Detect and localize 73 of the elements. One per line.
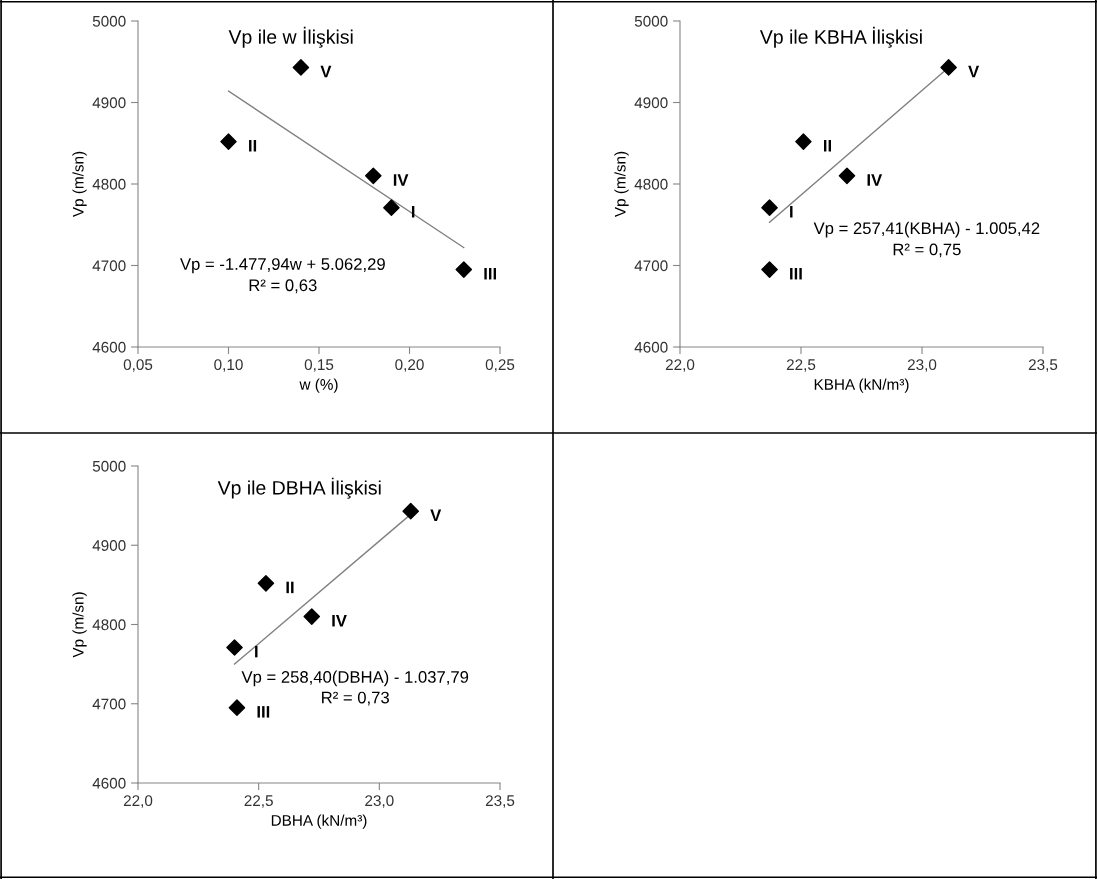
y-tick-label: 5000 [634,15,668,27]
annotation: V [430,509,442,522]
annotation: IV [867,174,883,186]
annotation: II [286,581,294,594]
x-tick-label: 0,25 [485,359,515,372]
annotation: IV [332,614,347,627]
x-tick-label: 0,05 [123,359,153,372]
x-tick-label: 23,0 [907,359,937,372]
chart-title: Vp ile KBHA İlişkisi [759,26,922,48]
point [795,133,812,150]
y-tick-label: 4800 [634,178,668,190]
x-tick-label: 23,5 [1028,359,1058,372]
x-tick-label: 22,5 [244,795,273,808]
annotation: II [249,140,257,152]
x-tick-label: 0,20 [395,359,424,372]
point [402,502,420,520]
x-tick-label: 22,0 [665,359,695,372]
point [838,167,856,185]
y-tick-label: 5000 [92,460,126,472]
chart-title: Vp ile w İlişkisi [228,26,353,48]
point [292,59,310,76]
x-axis-title: DBHA (kN/m³) [271,814,367,829]
y-tick-label: 4900 [92,97,126,109]
annotation: IV [393,174,409,186]
y-tick-label: 4800 [92,178,126,190]
annotation: III [257,706,270,718]
y-tick-label: 4600 [634,341,668,353]
annotation: R² = 0,63 [249,279,317,294]
text: Vp ile DBHA İlişkisi [217,477,381,499]
y-tick-label: 4900 [634,97,668,109]
x-axis-title: w (%) [299,378,338,393]
y-axis-title: Vp (m/sn) [614,151,629,218]
y-tick-label: 4600 [92,341,126,353]
annotation: II [823,140,832,152]
point [220,133,237,150]
x-tick-label: 22,5 [786,359,816,372]
point [940,59,957,76]
annotation: III [790,267,802,280]
annotation: Vp = -1.477,94w + 5.062,29 [180,258,385,274]
x-tick-label: 0,15 [304,359,334,372]
y-tick-label: 4600 [92,777,126,789]
annotation: I [790,206,793,218]
annotation: III [484,267,497,280]
y-tick-label: 4900 [92,540,126,551]
annotation: R² = 0,73 [322,691,389,706]
y-tick-label: 4800 [92,619,126,631]
annotation: V [320,65,332,78]
x-tick-label: 23,0 [365,795,394,808]
annotation: I [255,645,258,658]
annotation: R² = 0,75 [893,243,961,258]
x-tick-label: 23,5 [485,795,515,808]
point [303,608,321,625]
y-axis-title: Vp (m/sn) [72,592,87,658]
point [455,261,473,278]
y-tick-label: 5000 [92,15,126,27]
point [226,639,243,656]
y-tick-label: 4700 [634,260,668,272]
x-tick-label: 0,10 [214,359,243,372]
y-tick-label: 4700 [92,260,126,272]
annotation: I [411,206,415,218]
point [257,574,275,592]
point [761,261,778,278]
x-tick-label: 22,0 [123,795,153,808]
annotation: Vp = 258,40(DBHA) - 1.037,79 [241,670,469,687]
annotation: V [968,65,980,78]
x-axis-title: KBHA (kN/m³) [814,378,909,393]
y-tick-label: 4700 [92,698,126,710]
y-axis-title: Vp (m/sn) [72,151,87,218]
point [383,199,400,216]
point [228,699,246,717]
point [364,167,382,185]
annotation: Vp = 257,41(KBHA) - 1.005,42 [813,221,1040,238]
point [761,199,778,216]
